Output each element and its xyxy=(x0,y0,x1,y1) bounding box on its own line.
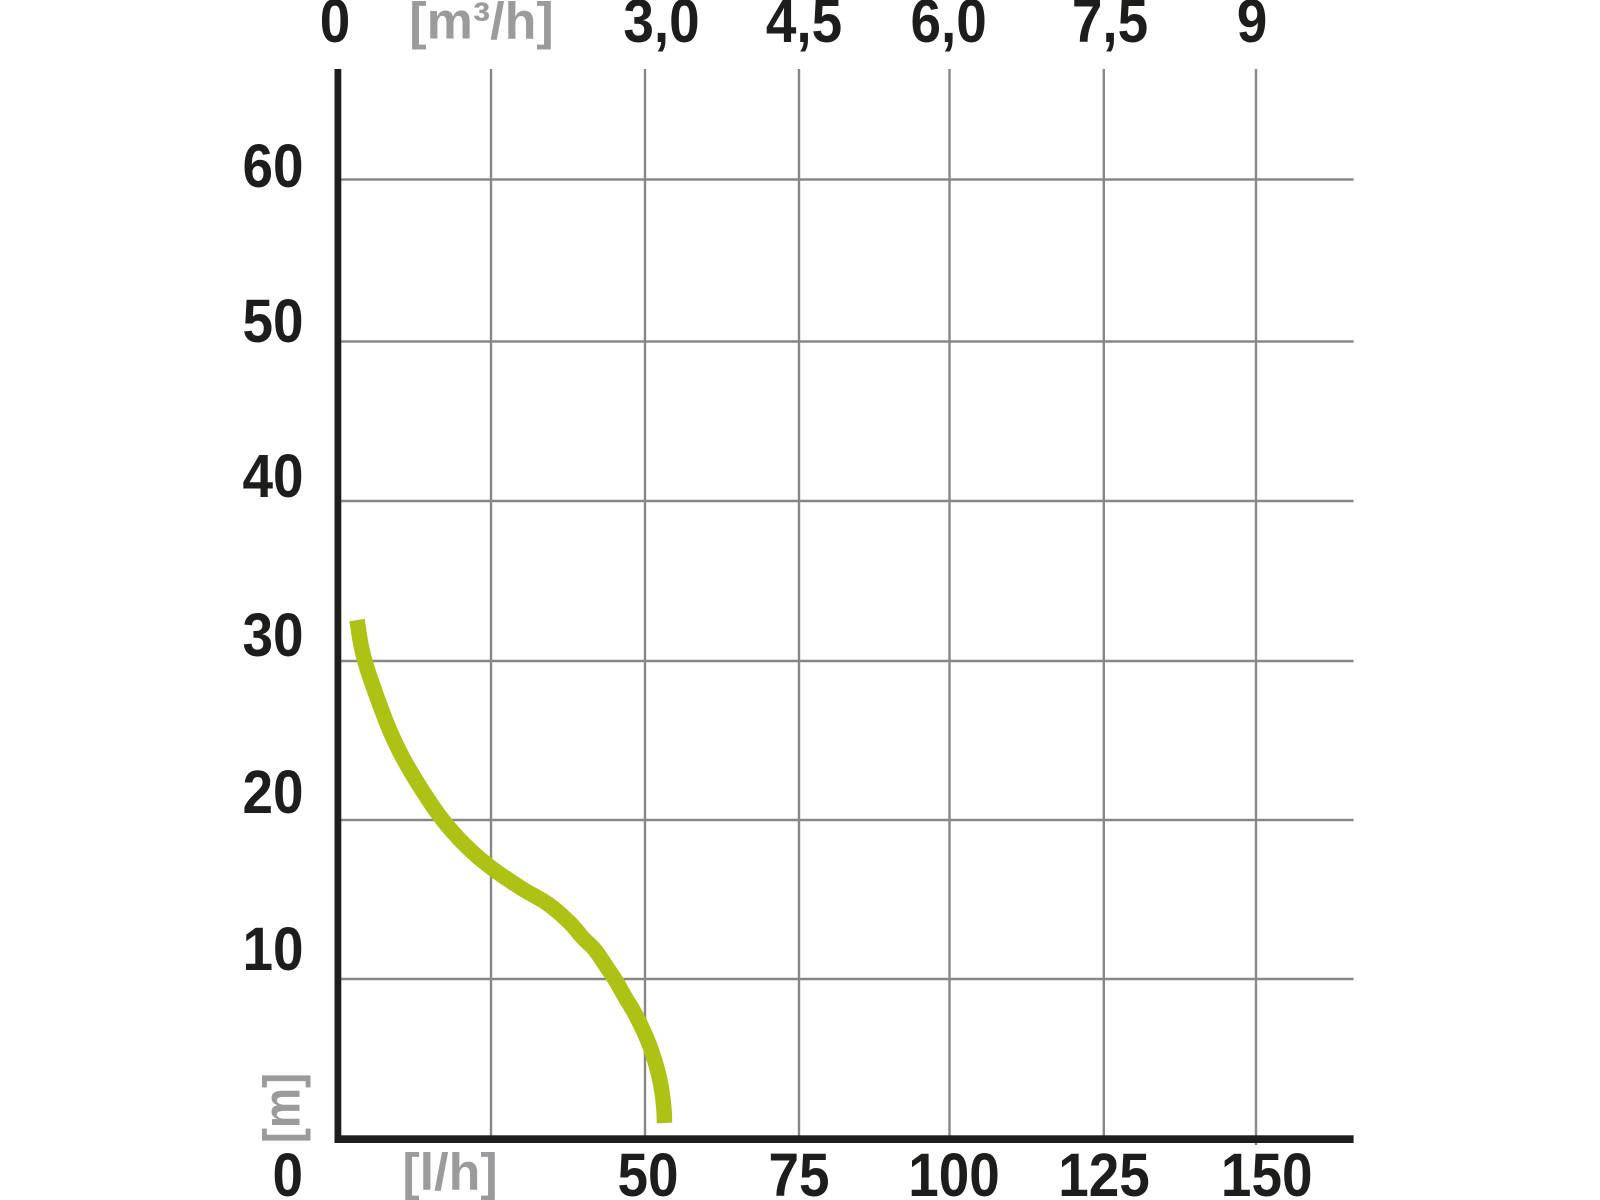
svg-text:9: 9 xyxy=(1237,0,1268,56)
svg-text:10: 10 xyxy=(242,915,303,983)
svg-text:[m³/h]: [m³/h] xyxy=(409,0,553,51)
svg-text:4,5: 4,5 xyxy=(766,0,842,56)
svg-text:75: 75 xyxy=(768,1141,829,1200)
svg-text:[m]: [m] xyxy=(254,1073,312,1143)
svg-text:0: 0 xyxy=(272,1141,303,1200)
svg-text:30: 30 xyxy=(242,601,303,669)
svg-text:50: 50 xyxy=(617,1141,678,1200)
svg-text:150: 150 xyxy=(1221,1141,1313,1200)
svg-text:6,0: 6,0 xyxy=(910,0,986,56)
svg-text:0: 0 xyxy=(320,0,351,56)
svg-text:40: 40 xyxy=(242,442,303,510)
svg-text:20: 20 xyxy=(242,758,303,826)
svg-text:60: 60 xyxy=(242,132,303,200)
svg-text:100: 100 xyxy=(908,1141,1000,1200)
svg-text:[l/h]: [l/h] xyxy=(402,1144,497,1200)
svg-text:7,5: 7,5 xyxy=(1072,0,1148,56)
svg-text:125: 125 xyxy=(1058,1141,1150,1200)
svg-text:50: 50 xyxy=(242,287,303,355)
svg-text:3,0: 3,0 xyxy=(623,0,699,56)
